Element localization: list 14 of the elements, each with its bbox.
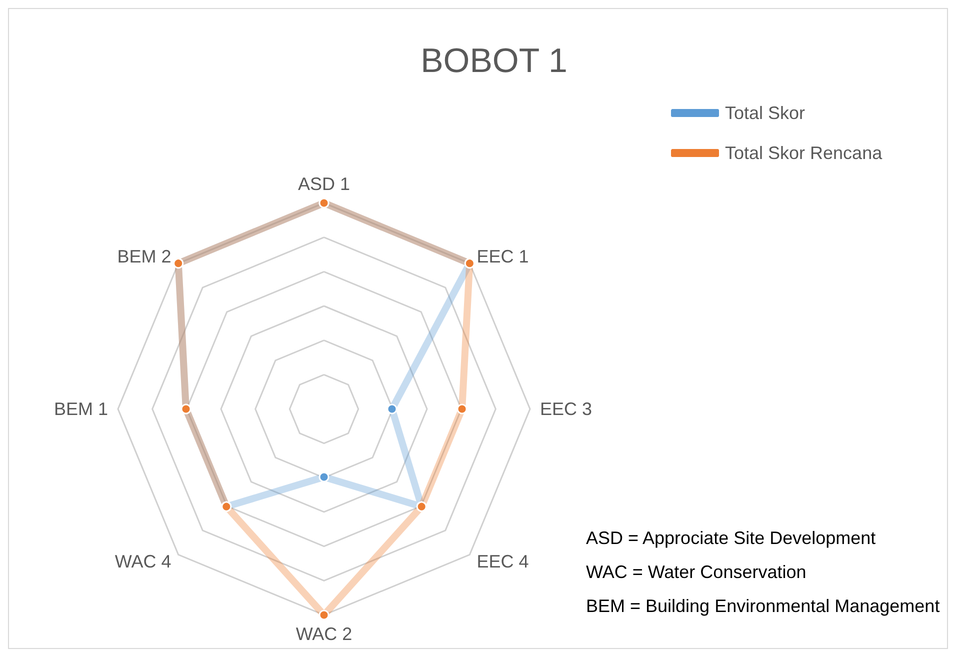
spoke-label: BEM 2 xyxy=(117,246,172,266)
legend-label: Total Skor xyxy=(725,103,806,123)
spoke-label: WAC 2 xyxy=(296,624,352,644)
spoke-label: BEM 1 xyxy=(54,399,108,419)
text: WAC = Water Conservation xyxy=(586,562,806,582)
spoke-label: ASD 1 xyxy=(298,174,350,194)
text: ASD = Approciate Site Development xyxy=(586,528,876,548)
legend-label: Total Skor Rencana xyxy=(725,143,884,163)
text: BEM = Building Environmental Management xyxy=(586,596,940,616)
chart-title: BOBOT 1 xyxy=(420,42,568,80)
spoke-label: EEC 4 xyxy=(476,552,529,572)
spoke-label: EEC 3 xyxy=(540,399,592,419)
spoke-label: EEC 1 xyxy=(476,246,529,266)
spoke-label: WAC 4 xyxy=(114,552,172,572)
